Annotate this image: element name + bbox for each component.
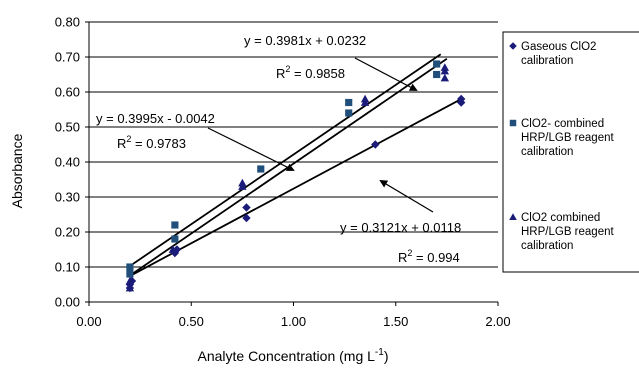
point-series-3-8 [440,73,450,82]
fit-line-series-1 [129,98,462,277]
point-series-1-10 [456,94,466,104]
equation-series-3: y = 0.3995x - 0.0042 [96,111,215,126]
r2-series-1: R2 = 0.994 [398,248,460,265]
point-series-3-1 [125,283,135,292]
point-series-2-1 [126,270,134,278]
point-series-1-8 [371,140,380,149]
legend-marker-series-1 [509,42,517,50]
legend-label-series-1-line-2: calibration [521,55,573,67]
point-series-2-6 [345,109,353,117]
point-series-2-9 [433,60,441,68]
data-points [125,60,466,293]
point-series-2-7 [345,98,353,107]
r2-series-1-value: = 0.994 [412,250,459,265]
legend-label-series-2-line-2: HRP/LGB reagent [521,132,614,144]
equation-series-1: y = 0.3121x + 0.0118 [340,220,461,235]
legend-label-series-2-line-3: calibration [521,146,573,158]
x-tick-label-1: 0.50 [179,314,204,329]
point-series-2-4 [171,235,179,243]
point-series-2-3 [171,221,179,229]
legend-label-series-3-line-1: ClO2 combined [521,212,600,224]
tick-labels: 0.00 0.10 0.20 0.30 0.40 0.50 0.60 0.70 0.80 0.00… [55,15,511,330]
r2-series-2-value: = 0.9858 [290,66,345,81]
point-series-1-7 [242,203,251,212]
point-series-1-5 [172,245,182,254]
x-axis-title-sup: -1 [375,347,384,358]
legend-box [502,31,639,273]
legend-items: Gaseous ClO2 calibration ClO2- combined HRP… [509,41,614,252]
legend: Gaseous ClO2 calibration ClO2- combined HRP… [502,31,639,273]
r2-series-2-sup: 2 [285,64,290,74]
y-axis-title: Absorbance [9,133,25,208]
legend-label-series-2-line-1: ClO2- combined [521,118,604,130]
r2-series-3-label: R [117,136,126,151]
r2-series-3-value: = 0.9783 [131,136,186,151]
r2-series-3: R2 = 0.9783 [117,134,186,151]
arrow-series-1 [379,179,434,213]
point-series-1-6 [242,213,251,223]
x-axis-title: Analyte Concentration (mg L-1) [197,347,388,364]
legend-marker-series-2 [509,119,517,127]
arrow-series-3 [207,127,295,171]
x-axis-title-close: ) [384,348,389,364]
fit-line-series-2 [129,53,442,267]
x-tick-label-0: 0.00 [76,314,101,329]
point-series-2-2 [126,263,134,271]
legend-label-series-1-line-1: Gaseous ClO2 [521,41,596,53]
legend-marker-series-3 [509,213,517,221]
annotation-series-1: y = 0.3121x + 0.0118 R2 = 0.994 [340,179,461,265]
annotation-series-3: y = 0.3995x - 0.0042 R2 = 0.9783 [96,111,295,171]
equation-series-2: y = 0.3981x + 0.0232 [244,33,366,48]
point-series-2-5 [257,165,265,173]
x-tick-label-2: 1.00 [281,314,306,329]
y-tick-label-0: 0.00 [55,295,80,310]
r2-series-2-label: R [276,66,285,81]
x-tick-label-3: 1.50 [383,314,408,329]
annotation-series-2: y = 0.3981x + 0.0232 R2 = 0.9858 [244,33,418,91]
r2-series-1-label: R [398,250,407,265]
r2-series-1-sup: 2 [407,248,412,258]
r2-series-3-sup: 2 [126,134,131,144]
point-series-3-2 [125,276,135,285]
y-tick-label-6: 0.60 [55,85,80,100]
point-series-3-5 [238,178,247,187]
point-series-3-7 [360,94,370,103]
y-tick-label-3: 0.30 [55,190,80,205]
y-tick-label-8: 0.80 [55,15,80,30]
y-tick-label-1: 0.10 [55,260,80,275]
x-axis-title-main: Analyte Concentration (mg L [197,348,375,364]
y-tick-label-5: 0.50 [55,120,80,135]
x-tick-label-4: 2.00 [485,314,510,329]
gridlines [89,21,498,268]
y-tick-label-7: 0.70 [55,50,80,65]
r2-series-2: R2 = 0.9858 [276,64,345,81]
legend-label-series-3-line-3: calibration [521,240,573,252]
point-series-2-8 [433,70,441,79]
y-tick-label-2: 0.20 [55,225,80,240]
point-series-3-3 [168,245,178,253]
point-series-3-10 [440,63,450,71]
y-tick-label-4: 0.40 [55,155,80,170]
arrow-series-2 [354,57,418,91]
legend-label-series-3-line-2: HRP/LGB reagent [521,226,614,238]
